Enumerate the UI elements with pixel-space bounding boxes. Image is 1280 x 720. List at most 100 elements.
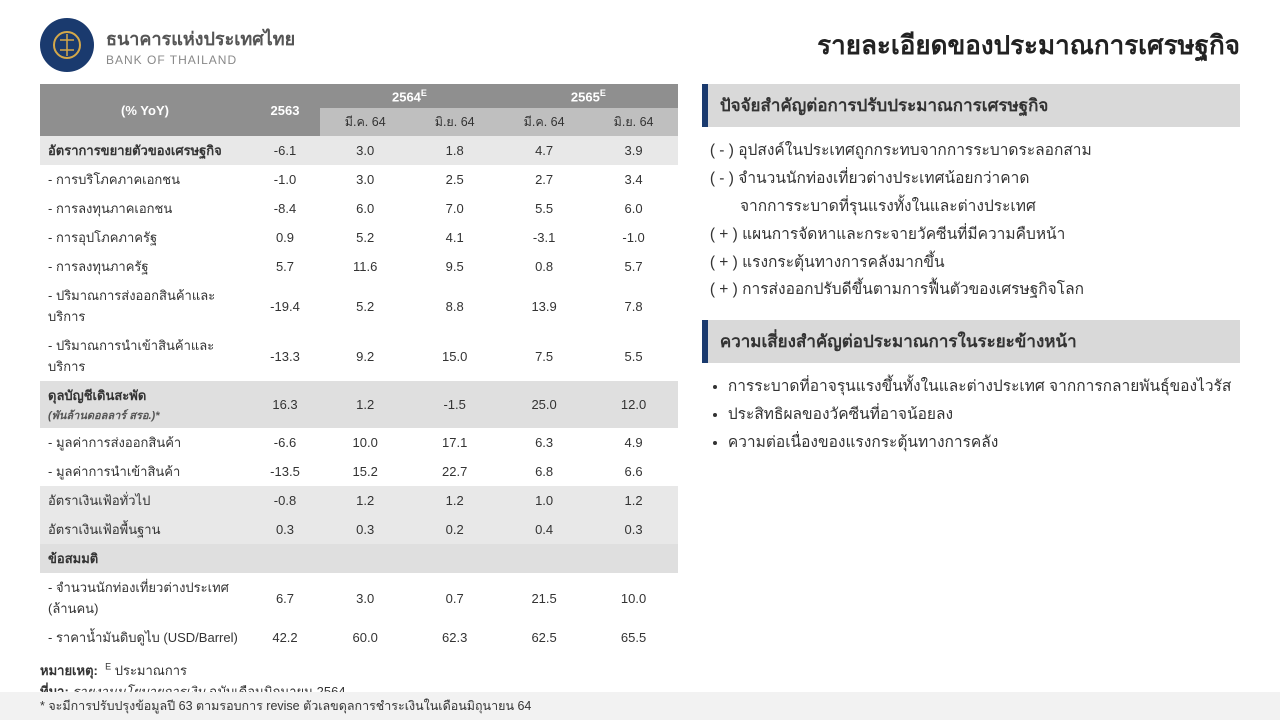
cell: 60.0 — [320, 623, 410, 652]
cell: -13.3 — [250, 331, 320, 381]
cell: 4.1 — [410, 223, 498, 252]
table-row: อัตราเงินเฟ้อพื้นฐาน0.30.30.20.40.3 — [40, 515, 678, 544]
cell: 10.0 — [589, 573, 678, 623]
cell: 0.9 — [250, 223, 320, 252]
cell: 21.5 — [499, 573, 589, 623]
row-label: - การบริโภคภาคเอกชน — [40, 165, 250, 194]
table-row: - มูลค่าการนำเข้าสินค้า-13.515.222.76.86… — [40, 457, 678, 486]
factor-line: จากการระบาดที่รุนแรงทั้งในและต่างประเทศ — [710, 193, 1236, 221]
page-title: รายละเอียดของประมาณการเศรษฐกิจ — [817, 25, 1240, 66]
logo-text-en: BANK OF THAILAND — [106, 53, 295, 67]
table-row: ข้อสมมติ — [40, 544, 678, 573]
col-2565: 2565E — [499, 84, 678, 108]
row-label: - การอุปโภคภาครัฐ — [40, 223, 250, 252]
panel-factors-body: ( - ) อุปสงค์ในประเทศถูกกระทบจากการระบาด… — [702, 137, 1240, 320]
cell: 15.0 — [410, 331, 498, 381]
cell: 7.0 — [410, 194, 498, 223]
col-pct: (% YoY) — [40, 84, 250, 136]
cell: 9.2 — [320, 331, 410, 381]
row-label: - มูลค่าการนำเข้าสินค้า — [40, 457, 250, 486]
cell: 5.2 — [320, 281, 410, 331]
row-label: ข้อสมมติ — [40, 544, 250, 573]
cell: 5.7 — [250, 252, 320, 281]
cell: 1.2 — [410, 486, 498, 515]
col-2565-mar: มี.ค. 64 — [499, 108, 589, 136]
cell: 6.3 — [499, 428, 589, 457]
factor-line: ( - ) อุปสงค์ในประเทศถูกกระทบจากการระบาด… — [710, 137, 1236, 165]
cell: 62.5 — [499, 623, 589, 652]
cell: 6.8 — [499, 457, 589, 486]
cell: 3.0 — [320, 165, 410, 194]
table-row: - มูลค่าการส่งออกสินค้า-6.610.017.16.34.… — [40, 428, 678, 457]
cell: 0.8 — [499, 252, 589, 281]
cell: 5.2 — [320, 223, 410, 252]
cell: 4.9 — [589, 428, 678, 457]
cell: -0.8 — [250, 486, 320, 515]
row-label: อัตราเงินเฟ้อพื้นฐาน — [40, 515, 250, 544]
cell: 8.8 — [410, 281, 498, 331]
cell: 15.2 — [320, 457, 410, 486]
cell: 1.0 — [499, 486, 589, 515]
cell — [250, 544, 320, 573]
cell: 2.7 — [499, 165, 589, 194]
forecast-table-container: (% YoY) 2563 2564E 2565E มี.ค. 64 มิ.ย. … — [40, 84, 678, 702]
col-2565-jun: มิ.ย. 64 — [589, 108, 678, 136]
col-2564: 2564E — [320, 84, 499, 108]
cell — [320, 544, 410, 573]
cell: 0.3 — [589, 515, 678, 544]
cell — [499, 544, 589, 573]
cell: 4.7 — [499, 136, 589, 165]
cell: 1.2 — [320, 486, 410, 515]
cell: 2.5 — [410, 165, 498, 194]
cell: 13.9 — [499, 281, 589, 331]
cell: -8.4 — [250, 194, 320, 223]
cell: 3.9 — [589, 136, 678, 165]
cell: 1.2 — [589, 486, 678, 515]
forecast-table: (% YoY) 2563 2564E 2565E มี.ค. 64 มิ.ย. … — [40, 84, 678, 652]
cell: 5.5 — [589, 331, 678, 381]
cell: 1.2 — [320, 381, 410, 428]
cell — [410, 544, 498, 573]
cell: 25.0 — [499, 381, 589, 428]
cell: 1.8 — [410, 136, 498, 165]
cell: 11.6 — [320, 252, 410, 281]
cell: 5.5 — [499, 194, 589, 223]
table-row: - ปริมาณการนำเข้าสินค้าและบริการ-13.39.2… — [40, 331, 678, 381]
cell: 0.7 — [410, 573, 498, 623]
row-label: - ปริมาณการส่งออกสินค้าและบริการ — [40, 281, 250, 331]
cell: 42.2 — [250, 623, 320, 652]
panel-risks-body: การระบาดที่อาจรุนแรงขึ้นทั้งในและต่างประ… — [702, 373, 1240, 473]
table-row: - จำนวนนักท่องเที่ยวต่างประเทศ (ล้านคน)6… — [40, 573, 678, 623]
cell: 7.8 — [589, 281, 678, 331]
panel-risks-header: ความเสี่ยงสำคัญต่อประมาณการในระยะข้างหน้… — [702, 320, 1240, 363]
cell: 5.7 — [589, 252, 678, 281]
cell: 0.2 — [410, 515, 498, 544]
table-row: ดุลบัญชีเดินสะพัด(พันล้านดอลลาร์ สรอ.)*1… — [40, 381, 678, 428]
cell: 16.3 — [250, 381, 320, 428]
cell: 6.7 — [250, 573, 320, 623]
row-label: - การลงทุนภาคเอกชน — [40, 194, 250, 223]
table-row: - ราคาน้ำมันดิบดูไบ (USD/Barrel)42.260.0… — [40, 623, 678, 652]
cell: 10.0 — [320, 428, 410, 457]
header: ธนาคารแห่งประเทศไทย BANK OF THAILAND ราย… — [0, 0, 1280, 84]
risk-item: ความต่อเนื่องของแรงกระตุ้นทางการคลัง — [728, 429, 1236, 457]
cell: 3.0 — [320, 136, 410, 165]
factor-line: ( + ) แรงกระตุ้นทางการคลังมากขึ้น — [710, 249, 1236, 277]
cell: 0.4 — [499, 515, 589, 544]
cell: 0.3 — [250, 515, 320, 544]
cell: -6.6 — [250, 428, 320, 457]
logo-block: ธนาคารแห่งประเทศไทย BANK OF THAILAND — [40, 18, 295, 72]
col-2564-jun: มิ.ย. 64 — [410, 108, 498, 136]
col-2564-mar: มี.ค. 64 — [320, 108, 410, 136]
panel-factors-header: ปัจจัยสำคัญต่อการปรับประมาณการเศรษฐกิจ — [702, 84, 1240, 127]
cell: -1.0 — [250, 165, 320, 194]
bot-logo-icon — [40, 18, 94, 72]
risk-item: ประสิทธิผลของวัคซีนที่อาจน้อยลง — [728, 401, 1236, 429]
cell: 6.6 — [589, 457, 678, 486]
logo-text-th: ธนาคารแห่งประเทศไทย — [106, 24, 295, 53]
cell: 62.3 — [410, 623, 498, 652]
cell: 6.0 — [589, 194, 678, 223]
cell: 7.5 — [499, 331, 589, 381]
table-row: อัตราเงินเฟ้อทั่วไป-0.81.21.21.01.2 — [40, 486, 678, 515]
risk-item: การระบาดที่อาจรุนแรงขึ้นทั้งในและต่างประ… — [728, 373, 1236, 401]
